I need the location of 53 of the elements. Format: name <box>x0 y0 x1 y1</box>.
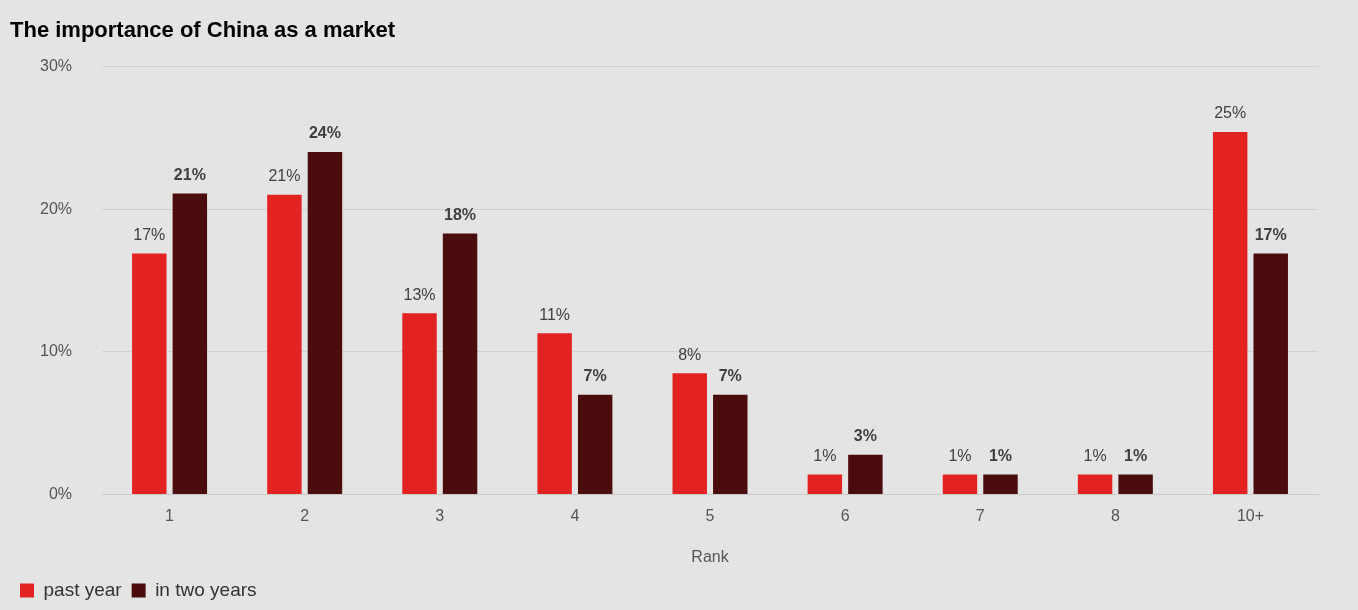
bar <box>537 333 572 495</box>
data-label: 7% <box>718 367 742 385</box>
bar <box>848 454 883 495</box>
y-tick-label: 10% <box>39 342 73 360</box>
bar <box>402 313 437 495</box>
x-tick-label: 10+ <box>1236 506 1265 524</box>
legend-label: in two years <box>155 578 257 600</box>
x-tick-label: 2 <box>300 506 310 524</box>
data-label: 21% <box>268 167 301 185</box>
bar <box>1077 474 1113 495</box>
x-tick-label: 1 <box>165 506 175 524</box>
data-label: 1% <box>813 447 837 465</box>
data-label: 17% <box>133 225 166 243</box>
data-label: 1% <box>988 447 1013 465</box>
data-label: 17% <box>1254 225 1287 243</box>
x-tick-label: 4 <box>570 506 580 524</box>
data-label: 11% <box>539 305 571 323</box>
data-label: 24% <box>308 124 341 142</box>
bar <box>672 373 707 495</box>
data-label: 25% <box>1214 104 1247 122</box>
data-label: 1% <box>1083 447 1107 465</box>
x-axis-title: Rank <box>691 547 730 565</box>
x-tick-label: 8 <box>1110 506 1120 524</box>
legend-label: past year <box>43 578 123 600</box>
chart-title: The importance of China as a market <box>10 17 396 43</box>
bar <box>1253 253 1288 495</box>
bar <box>713 394 748 495</box>
y-tick-label: 20% <box>39 199 73 217</box>
y-tick-label: 30% <box>39 56 73 74</box>
bar <box>307 152 343 495</box>
bar <box>807 474 843 495</box>
bar <box>172 193 208 495</box>
data-label: 21% <box>173 165 206 183</box>
data-label: 7% <box>583 367 607 385</box>
bar <box>132 253 167 495</box>
bar <box>577 394 613 495</box>
bar <box>1212 132 1248 495</box>
x-tick-label: 5 <box>705 506 715 524</box>
data-label: 8% <box>678 345 702 363</box>
data-label: 3% <box>853 427 877 445</box>
bar <box>942 474 978 495</box>
x-tick-label: 6 <box>840 506 850 524</box>
data-label: 13% <box>403 285 436 303</box>
bar <box>983 474 1018 495</box>
data-label: 1% <box>1124 447 1148 465</box>
y-tick-label: 0% <box>48 485 73 503</box>
x-tick-label: 7 <box>975 506 985 524</box>
bar <box>1118 474 1153 495</box>
x-tick-label: 3 <box>435 506 445 524</box>
bar <box>442 233 478 495</box>
bar <box>267 194 302 495</box>
data-label: 18% <box>444 205 477 223</box>
data-label: 1% <box>948 447 972 465</box>
